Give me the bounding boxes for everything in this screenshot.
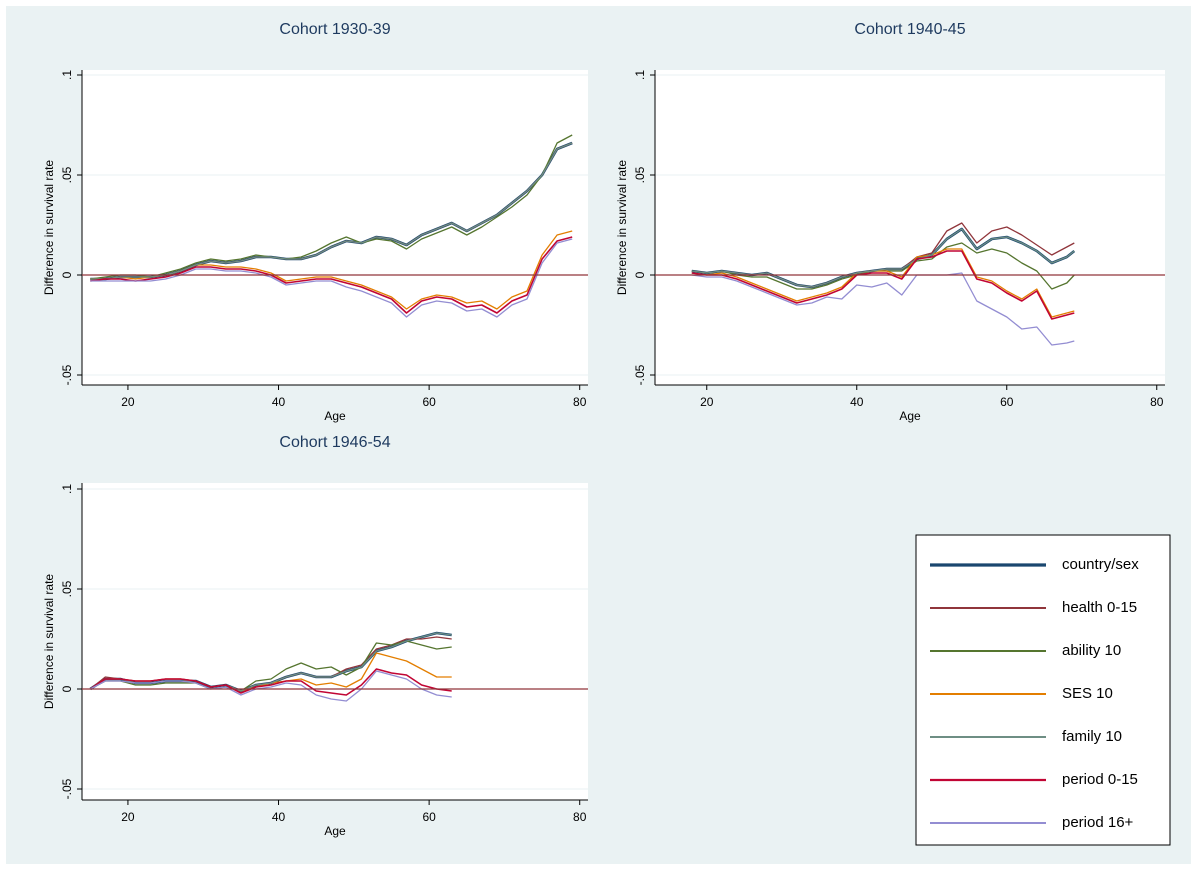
chart-title: Cohort 1946-54	[279, 434, 390, 451]
y-axis-label: Difference in survival rate	[42, 160, 56, 295]
series-line: SES 10	[691, 248, 1075, 318]
series-line	[89, 670, 452, 702]
plot-area	[655, 70, 1165, 385]
x-tick-label: 60	[422, 395, 436, 409]
x-tick-label: 60	[1000, 395, 1014, 409]
x-tick-label: 20	[700, 395, 714, 409]
x-tick-label: 20	[121, 810, 135, 824]
y-tick-label: .1	[60, 70, 74, 80]
y-tick-label: -.05	[633, 364, 647, 385]
x-tick-label: 80	[1150, 395, 1164, 409]
legend-label: ability 10	[1062, 642, 1121, 659]
series-line	[89, 668, 452, 696]
y-tick-label: -.05	[60, 778, 74, 799]
y-tick-label: 0	[60, 685, 74, 692]
y-tick-label: .05	[60, 580, 74, 597]
series-line: family 10	[90, 142, 573, 280]
series-line	[89, 640, 452, 692]
x-axis-label: Age	[324, 824, 346, 838]
plot-area	[82, 483, 588, 800]
x-tick-label: 40	[272, 395, 286, 409]
legend-label: SES 10	[1062, 685, 1113, 702]
chart-title: Cohort 1930-39	[279, 21, 390, 38]
x-tick-label: 40	[850, 395, 864, 409]
series-line: period 16+	[90, 238, 573, 318]
legend-label: period 0-15	[1062, 771, 1138, 788]
y-tick-label: 0	[60, 271, 74, 278]
series-line: period 16+	[691, 272, 1075, 346]
series-line: family 10	[691, 228, 1075, 288]
y-axis-label: Difference in survival rate	[42, 574, 56, 709]
y-tick-label: .1	[60, 484, 74, 494]
y-tick-label: .05	[60, 166, 74, 183]
series-line: period 0-15	[90, 236, 573, 314]
series-line: period 0-15	[691, 250, 1075, 320]
x-tick-label: 80	[573, 810, 587, 824]
y-axis-label: Difference in survival rate	[615, 160, 629, 295]
legend-label: health 0-15	[1062, 599, 1137, 616]
x-axis-label: Age	[899, 409, 921, 423]
legend-box	[915, 534, 1171, 846]
plot-area	[82, 70, 588, 385]
y-tick-label: .05	[633, 166, 647, 183]
legend-label: family 10	[1062, 728, 1122, 745]
legend-label: period 16+	[1062, 814, 1134, 831]
x-tick-label: 20	[121, 395, 135, 409]
x-tick-label: 40	[272, 810, 286, 824]
legend-label: country/sex	[1062, 556, 1139, 573]
y-tick-label: -.05	[60, 364, 74, 385]
y-tick-label: .1	[633, 70, 647, 80]
chart-title: Cohort 1940-45	[854, 21, 965, 38]
y-tick-label: 0	[633, 271, 647, 278]
series-line: ability 10	[90, 134, 573, 280]
x-tick-label: 80	[573, 395, 587, 409]
x-tick-label: 60	[422, 810, 436, 824]
x-axis-label: Age	[324, 409, 346, 423]
